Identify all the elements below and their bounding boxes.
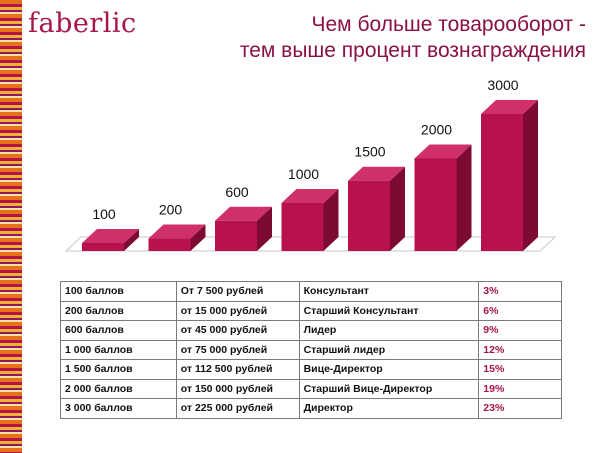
cell-percent: 6% xyxy=(478,300,562,321)
bar-label-0: 100 xyxy=(92,206,116,222)
bar-chart: 100 200 600 1000 1500 2000 3000 xyxy=(64,77,557,252)
table-row: 1 000 баллов от 75 000 рублей Старший лиде… xyxy=(60,339,562,360)
bar-side-3 xyxy=(323,188,339,251)
cell-rank: Старший Консультант xyxy=(298,300,480,321)
bar-label-5: 2000 xyxy=(421,121,452,137)
bar-side-6 xyxy=(523,100,538,251)
table-row: 1 500 баллов от 112 500 рублей Вице-Директ… xyxy=(60,359,562,380)
title-line-2: тем выше процент вознаграждения xyxy=(239,39,586,62)
cell-amount: от 15 000 рублей xyxy=(175,300,300,321)
bar-label-3: 1000 xyxy=(288,166,319,182)
bar-label-6: 3000 xyxy=(487,77,518,93)
bar-top-3 xyxy=(281,188,339,203)
cell-percent: 23% xyxy=(478,398,562,419)
cell-points: 200 баллов xyxy=(60,300,177,321)
cell-amount: от 112 500 рублей xyxy=(175,359,300,380)
bar-side-5 xyxy=(456,144,472,251)
cell-percent: 15% xyxy=(478,359,562,380)
bar-side-0 xyxy=(124,229,139,251)
cell-rank: Директор xyxy=(298,398,480,419)
page-title: Чем больше товарооборот - тем выше проце… xyxy=(146,12,586,64)
table-row: 100 баллов От 7 500 рублей Консультант 3% xyxy=(60,281,562,302)
table-row: 600 баллов от 45 000 рублей Лидер 9% xyxy=(60,320,562,341)
cell-rank: Старший Вице-Директор xyxy=(298,378,480,399)
bar-6 xyxy=(481,114,523,251)
bar-side-4 xyxy=(390,166,405,251)
title-line-1: Чем больше товарооборот - xyxy=(311,13,587,36)
rewards-table: 100 баллов От 7 500 рублей Консультант 3% 20… xyxy=(60,281,562,419)
cell-points: 100 баллов xyxy=(60,281,177,302)
bar-label-1: 200 xyxy=(159,202,183,218)
table-row: 2 000 баллов от 150 000 рублей Старший Виц… xyxy=(60,378,562,399)
cell-rank: Консультант xyxy=(298,281,480,302)
bar-5 xyxy=(414,158,457,251)
bar-label-2: 600 xyxy=(225,184,249,200)
bar-side-2 xyxy=(257,206,272,251)
bar-top-5 xyxy=(414,144,472,159)
cell-rank: Старший лидер xyxy=(298,339,480,360)
cell-percent: 12% xyxy=(478,339,562,360)
cell-points: 1 500 баллов xyxy=(60,359,177,380)
cell-rank: Лидер xyxy=(298,320,480,341)
bar-top-6 xyxy=(481,100,538,114)
cell-amount: от 75 000 рублей xyxy=(175,339,300,360)
cell-rank: Вице-Директор xyxy=(298,359,480,380)
bar-2 xyxy=(215,220,257,251)
bar-side-1 xyxy=(190,224,206,251)
cell-amount: От 7 500 рублей xyxy=(175,281,300,302)
cell-percent: 3% xyxy=(478,281,562,302)
bar-top-1 xyxy=(148,224,206,239)
cell-amount: от 225 000 рублей xyxy=(175,398,300,419)
cell-percent: 19% xyxy=(478,378,562,399)
cell-points: 3 000 баллов xyxy=(60,398,177,419)
table-row: 200 баллов от 15 000 рублей Старший Консул… xyxy=(60,300,562,321)
cell-percent: 9% xyxy=(478,320,562,341)
bar-label-4: 1500 xyxy=(354,144,385,160)
cell-amount: от 150 000 рублей xyxy=(175,378,300,399)
bar-3 xyxy=(281,202,324,251)
brand-logo: faberlic xyxy=(28,8,137,39)
bar-top-2 xyxy=(215,206,272,221)
decorative-stripe xyxy=(0,0,22,453)
cell-amount: от 45 000 рублей xyxy=(175,320,300,341)
bar-4 xyxy=(348,180,390,251)
cell-points: 600 баллов xyxy=(60,320,177,341)
cell-points: 1 000 баллов xyxy=(60,339,177,360)
bar-top-4 xyxy=(348,166,405,181)
table-row: 3 000 баллов от 225 000 рублей Директор 23% xyxy=(60,398,562,419)
bar-1 xyxy=(148,238,191,251)
bar-top-0 xyxy=(82,229,139,243)
bar-0 xyxy=(82,243,124,251)
cell-points: 2 000 баллов xyxy=(60,378,177,399)
